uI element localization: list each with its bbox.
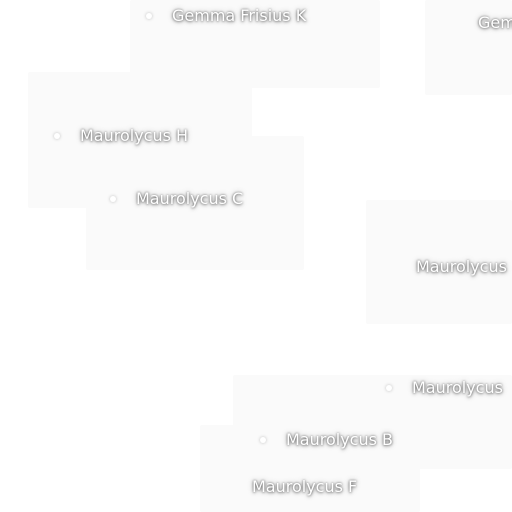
map-label-maurolycus-f[interactable]: Maurolycus F [252,478,357,496]
crater-marker [54,133,60,139]
map-label-gemma-frisius-k[interactable]: Gemma Frisius K [146,7,306,25]
map-tile [425,0,512,95]
map-label-maurolycus-h[interactable]: Maurolycus H [54,127,188,145]
map-label-maurolycus-right-2[interactable]: Maurolycus [386,379,503,397]
crater-marker [110,196,116,202]
crater-marker [386,385,392,391]
map-label-maurolycus-b[interactable]: Maurolycus B [260,431,393,449]
crater-marker [146,13,152,19]
crater-name: Maurolycus H [80,126,189,145]
map-label-gemma-partial[interactable]: Gem [478,14,512,32]
crater-name: Maurolycus C [136,189,244,208]
map-tile [366,200,512,324]
map-tile [86,136,304,270]
crater-name: Gem [478,13,512,32]
map-label-maurolycus-right-1[interactable]: Maurolycus [416,258,507,276]
crater-name: Gemma Frisius K [172,6,307,25]
map-label-maurolycus-c[interactable]: Maurolycus C [110,190,243,208]
crater-name: Maurolycus F [252,477,358,496]
crater-name: Maurolycus B [286,430,394,449]
crater-name: Maurolycus [416,257,507,276]
crater-marker [260,437,266,443]
map-tile [200,425,420,512]
crater-name: Maurolycus [412,378,503,397]
